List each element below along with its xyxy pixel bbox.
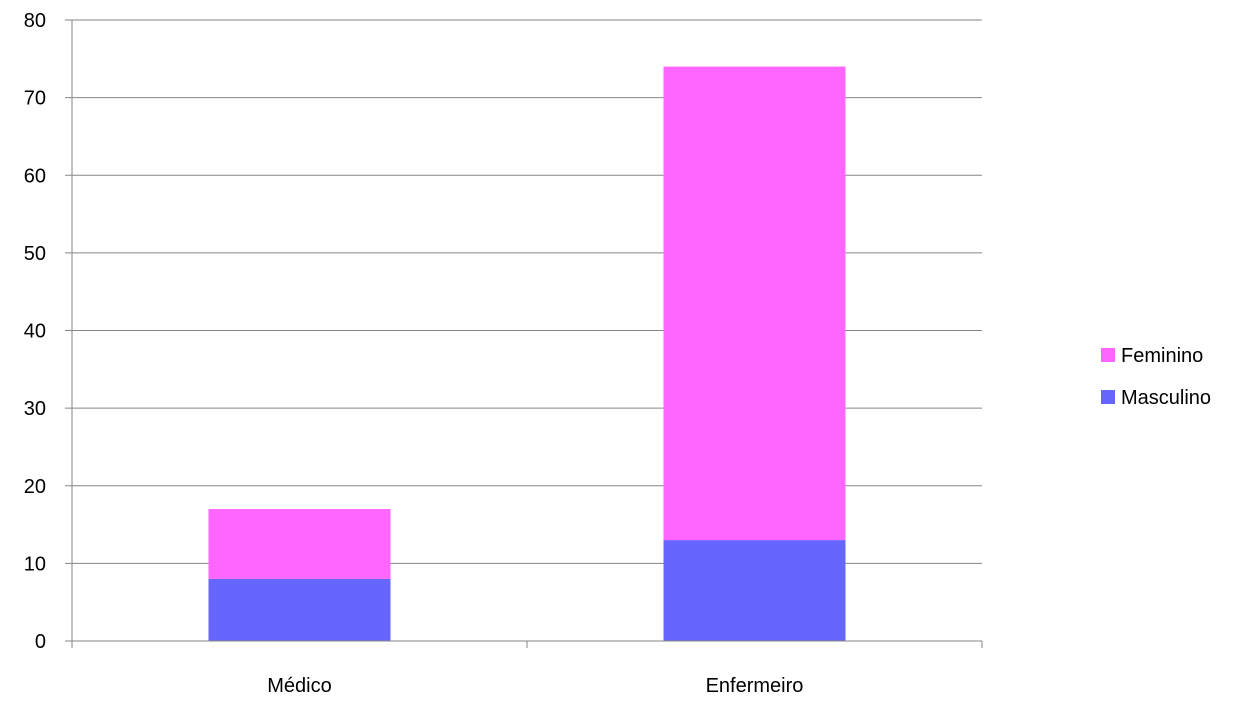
y-tick-label: 80 [24,10,46,32]
legend-label-masculino: Masculino [1121,387,1211,409]
x-tick-label: Médico [267,675,331,696]
bar-feminino-1 [663,66,846,541]
x-tick-label: Enfermeiro [706,675,804,696]
y-tick-label: 50 [24,243,46,265]
legend-swatch-masculino [1101,390,1115,404]
bars [208,66,846,641]
y-tick-label: 30 [24,398,46,420]
y-tick-label: 0 [35,631,46,653]
legend: Feminino Masculino [1101,345,1211,409]
y-tick-label: 70 [24,88,46,110]
y-tick-label: 10 [24,553,46,575]
y-tick-label: 40 [24,321,46,343]
legend-swatch-feminino [1101,348,1115,362]
legend-label-feminino: Feminino [1121,345,1203,367]
bar-masculino-0 [208,578,391,641]
axes: 0 10 20 30 40 50 60 70 80 Médico Enfermeiro [24,10,983,697]
y-tick-label: 20 [24,476,46,498]
bar-masculino-1 [663,540,846,641]
y-tick-label: 60 [24,165,46,187]
gridlines [72,19,982,564]
bar-feminino-0 [208,509,391,579]
